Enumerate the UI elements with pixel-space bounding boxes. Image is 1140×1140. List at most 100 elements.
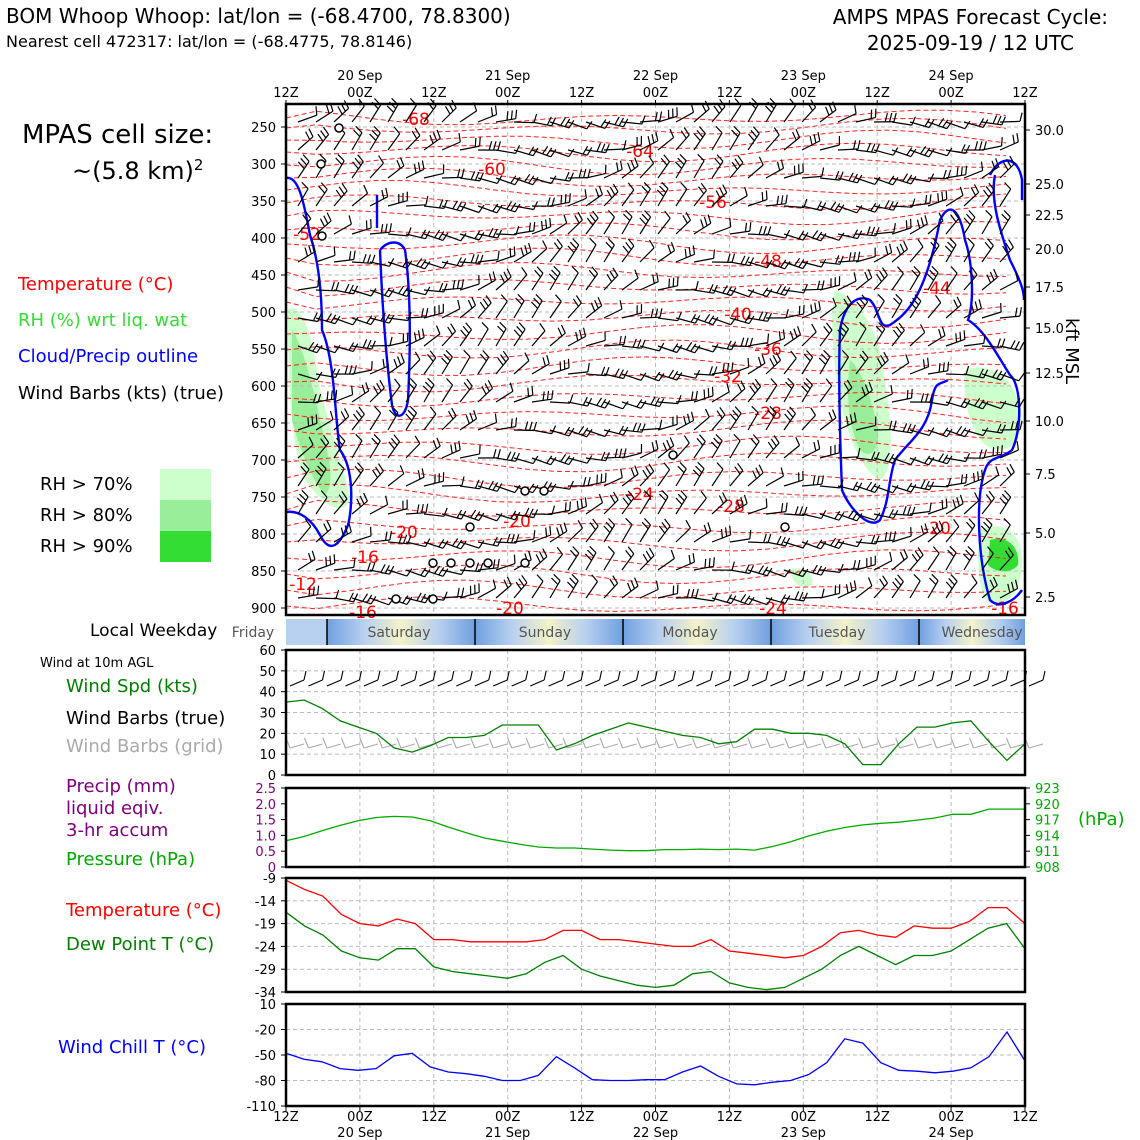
wind-barb-flag xyxy=(572,546,580,554)
wind-barb-flag xyxy=(406,260,413,269)
wind-barb xyxy=(513,457,534,465)
wind-barb-flag xyxy=(586,429,593,438)
wind-barb xyxy=(477,513,498,522)
wind-barb-flag xyxy=(695,465,703,473)
wind-barb xyxy=(729,597,750,606)
wind-barb-flag xyxy=(823,326,830,334)
wind-barb-flag xyxy=(715,190,721,199)
wind-barb-flag xyxy=(910,175,917,185)
wind-barb-flag xyxy=(316,371,323,381)
wind-barb-flag xyxy=(457,299,461,309)
wind-barb-flag xyxy=(1001,338,1006,348)
wind-barb-flag xyxy=(458,133,461,143)
wind-barb xyxy=(513,149,534,157)
wind-barb-flag xyxy=(438,567,445,576)
precip-label-1: Precip (mm) xyxy=(66,776,176,797)
wind-barb-flag xyxy=(553,573,561,582)
wind-barb-flag xyxy=(680,182,688,190)
wind-barb xyxy=(819,284,840,291)
bottom-time-label: 00Z xyxy=(347,1110,373,1125)
wind-barb-flag xyxy=(542,357,546,367)
wind-barb-flag xyxy=(794,506,799,515)
wind-barb-flag xyxy=(825,378,833,387)
wind-barb-flag xyxy=(722,492,728,501)
wind-barb xyxy=(999,449,1019,459)
wind-barb xyxy=(765,134,780,151)
height-tick-label: 22.5 xyxy=(1035,209,1064,224)
wind-barb xyxy=(765,442,780,459)
surface-wind-barb-flag xyxy=(303,670,307,681)
wind-barb xyxy=(963,500,980,515)
rh-shading xyxy=(292,330,331,495)
wind-barb-flag xyxy=(443,283,448,293)
grid-wind-barb-flag xyxy=(654,737,661,749)
wind-barb xyxy=(963,342,984,347)
wind-barb-flag xyxy=(866,481,873,490)
surface-wind-barb-flag xyxy=(968,670,972,681)
weekday-segment xyxy=(327,619,475,645)
wind-barb-flag xyxy=(394,378,401,387)
wind-barb-flag xyxy=(913,265,921,274)
surface-wind-barb-flag xyxy=(1042,670,1046,681)
pressure-label: Pressure (hPa) xyxy=(66,849,196,870)
wind-barb-flag xyxy=(607,209,615,218)
surface-wind-barb xyxy=(973,679,988,687)
wind-barb-flag xyxy=(752,126,760,134)
wind-barb-flag xyxy=(776,284,782,294)
wind-barb-flag xyxy=(582,145,589,155)
wind-barb-flag xyxy=(856,205,863,214)
wind-barb xyxy=(981,189,995,207)
wind-barb-flag xyxy=(568,456,575,465)
wind-barb xyxy=(351,535,372,543)
wind-barb-flag xyxy=(416,504,420,514)
wind-barb-flag xyxy=(389,531,392,541)
wind-barb-flag xyxy=(348,251,352,261)
wind-barb-flag xyxy=(884,452,890,462)
temp-panel-tick-label: -9 xyxy=(263,872,276,887)
surface-wind-barb xyxy=(603,679,619,687)
wind-barb-flag xyxy=(533,421,538,431)
bottom-date-label: 20 Sep xyxy=(337,1126,382,1140)
wind-barb xyxy=(513,251,532,263)
wind-barb xyxy=(909,223,928,235)
wind-barb-flag xyxy=(398,534,403,544)
wind-barb-flag xyxy=(563,522,568,532)
wind-barb xyxy=(945,526,960,543)
wind-barb-flag xyxy=(926,273,935,281)
grid-wind-barb-flag xyxy=(821,737,827,749)
wind-barb xyxy=(873,457,894,464)
wind-barb-flag xyxy=(641,423,646,433)
wind-barb xyxy=(351,440,363,459)
wind-barb-flag xyxy=(1001,424,1006,434)
wind-barb xyxy=(369,412,382,431)
wind-barb-flag xyxy=(571,573,579,582)
pressure-tick-label: 650 xyxy=(251,417,276,432)
precip-axis-tick-label: 1.0 xyxy=(255,829,276,844)
wind-barb-flag xyxy=(992,115,998,124)
wind-barb-flag xyxy=(938,453,945,462)
wind-barb-flag xyxy=(744,186,748,196)
wind-barb xyxy=(477,114,497,123)
wind-barb-flag xyxy=(704,408,710,418)
wind-barb-flag xyxy=(461,476,465,486)
wind-barb-flag xyxy=(917,239,924,248)
wind-barb xyxy=(423,137,441,151)
cell-size-label: MPAS cell size: xyxy=(22,120,214,150)
temperature-contour-label: -52 xyxy=(293,225,321,245)
wind-barb-flag xyxy=(586,455,593,464)
wind-barb xyxy=(387,261,408,269)
wind-barb xyxy=(909,510,930,515)
wind-barb-flag xyxy=(982,401,989,410)
wind-barb xyxy=(423,357,437,375)
wind-barb-flag xyxy=(1003,209,1011,218)
wind-barb-flag xyxy=(816,539,823,548)
wind-barb-flag xyxy=(473,410,478,419)
wind-barb-flag xyxy=(704,313,711,323)
wind-barb xyxy=(657,137,674,151)
wind-barb xyxy=(297,422,318,431)
surface-wind-barb-flag xyxy=(894,670,898,681)
bottom-time-label: 00Z xyxy=(643,1110,669,1125)
wind-barb-flag xyxy=(363,492,368,502)
wind-barb xyxy=(891,248,908,263)
wind-barb-flag xyxy=(619,300,623,310)
